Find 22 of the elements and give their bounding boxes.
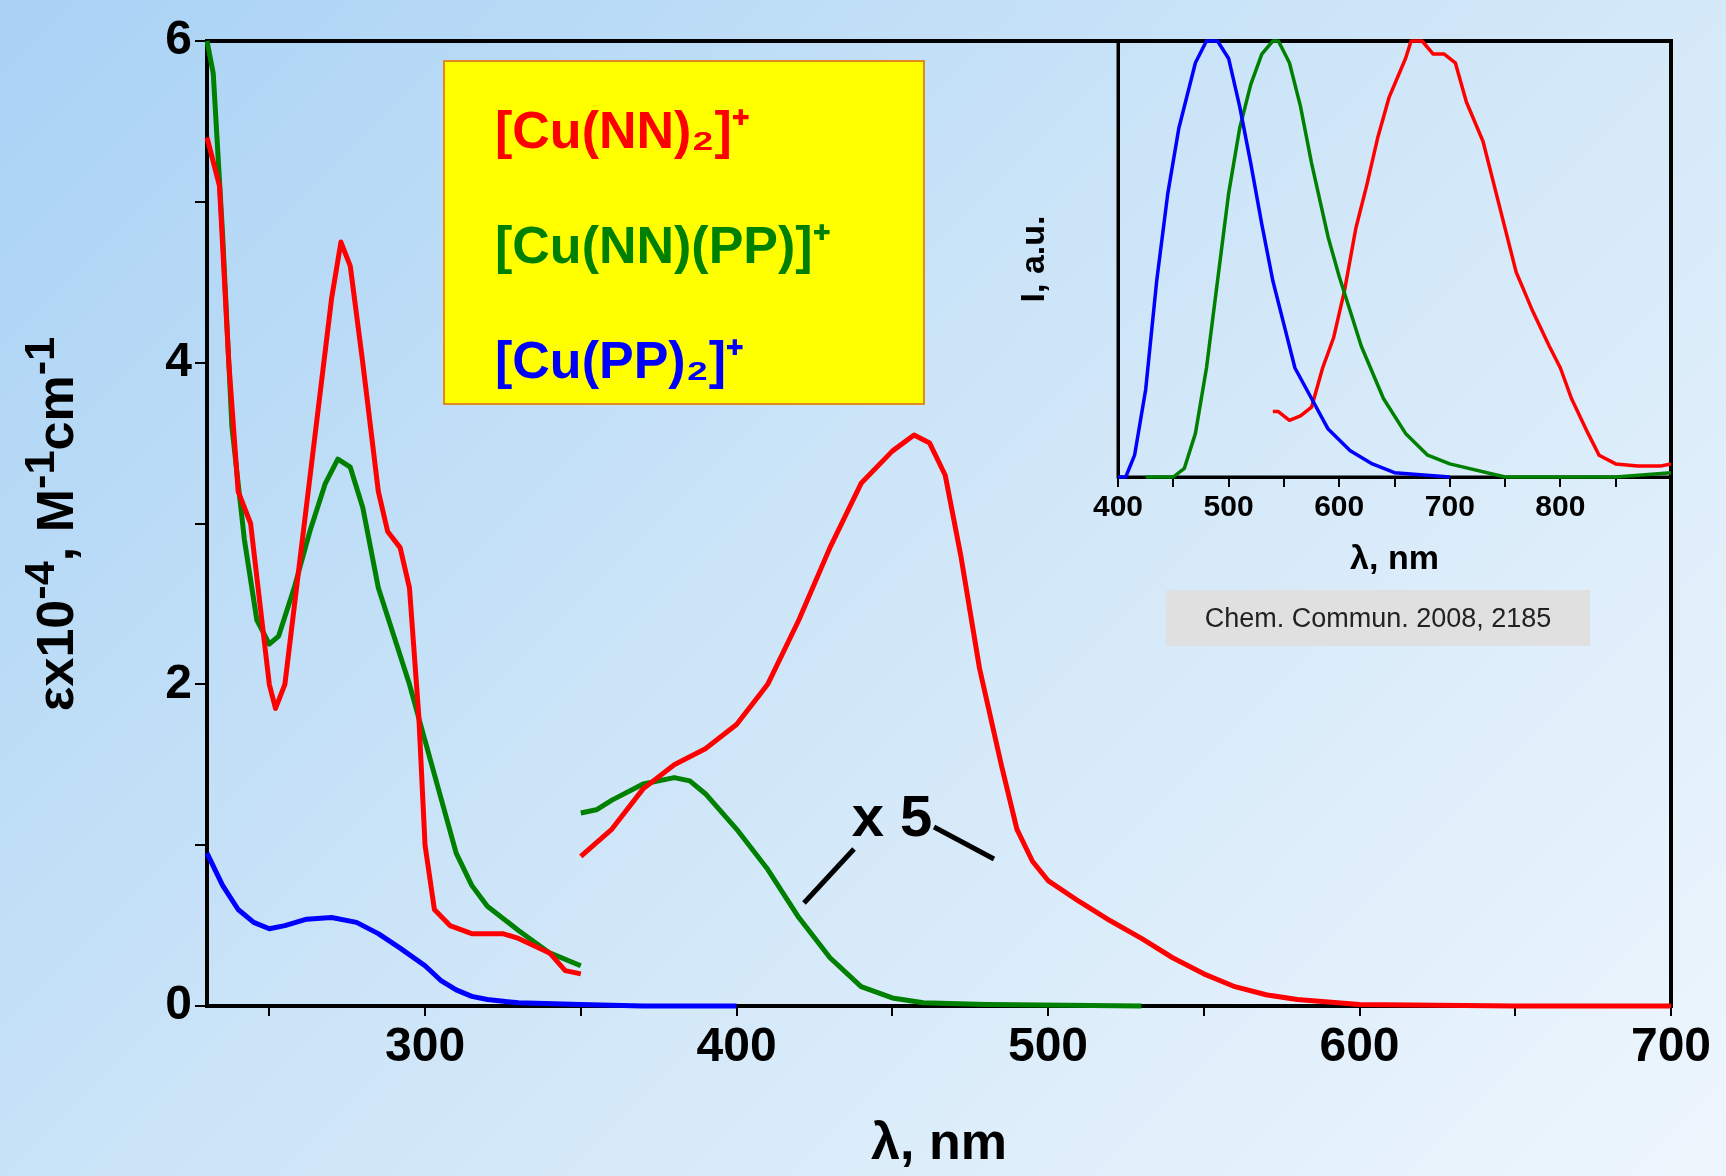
x-tick-label: 500: [1203, 489, 1254, 523]
x-axis-title: λ, nm: [1350, 537, 1439, 576]
x-tick-label: 700: [1424, 489, 1475, 523]
y-tick-label: 0: [165, 976, 192, 1030]
x-axis-title: λ, nm: [871, 1112, 1007, 1171]
x-tick-label: 700: [1630, 1018, 1712, 1072]
y-tick-label: 6: [165, 11, 192, 65]
annotation: x 5: [851, 781, 933, 849]
x-tick-label: 800: [1535, 489, 1586, 523]
x-tick-label: 600: [1314, 489, 1365, 523]
x-tick-label: 300: [385, 1018, 466, 1072]
annotation: Chem. Commun. 2008, 2185: [1166, 590, 1590, 646]
y-tick-label: 4: [165, 332, 193, 386]
x-tick-label: 500: [1007, 1018, 1089, 1072]
text: [Cu(NN)₂]⁺: [495, 100, 751, 161]
text: [Cu(NN)(PP)]⁺: [495, 215, 832, 276]
y-tick-label: 2: [165, 654, 192, 708]
y-axis-title: I, a.u.: [1012, 215, 1051, 303]
x-tick-label: 600: [1319, 1018, 1400, 1072]
text: [Cu(PP)₂]⁺: [495, 330, 746, 391]
x-tick-label: 400: [1092, 489, 1144, 523]
x-tick-label: 400: [696, 1018, 777, 1072]
